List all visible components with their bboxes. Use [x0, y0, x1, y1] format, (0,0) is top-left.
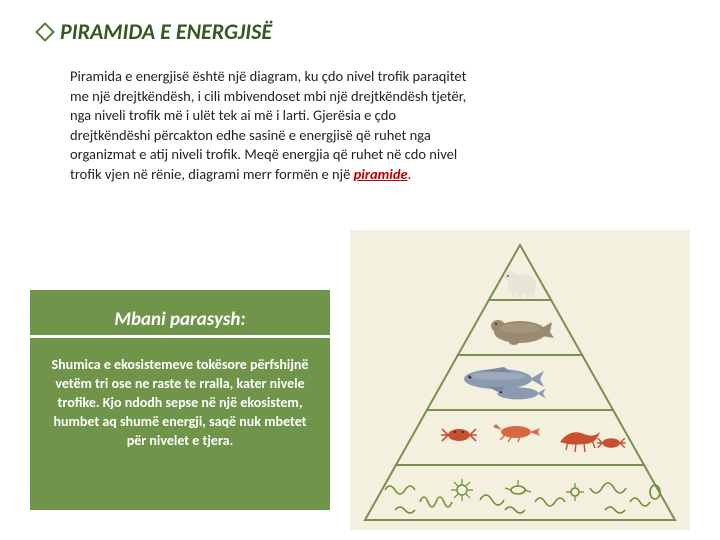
note-title: Mbani parasysh: [46, 308, 314, 331]
note-divider [30, 335, 330, 338]
pyramid-svg [350, 230, 690, 530]
diamond-bullet-icon [35, 22, 55, 42]
body-post: . [408, 165, 412, 183]
highlight-word: piramide [354, 165, 408, 183]
energy-pyramid-diagram [350, 230, 690, 530]
pyramid-level-producers [365, 465, 675, 520]
body-paragraph: Piramida e energjisë është një diagram, … [0, 45, 540, 184]
note-box: Mbani parasysh: Shumica e ekosistemeve t… [30, 290, 330, 510]
title-row: PIRAMIDA E ENERGJISË [0, 0, 720, 45]
page-title: PIRAMIDA E ENERGJISË [60, 18, 272, 45]
note-body: Shumica e ekosistemeve tokësore përfshij… [46, 356, 314, 450]
